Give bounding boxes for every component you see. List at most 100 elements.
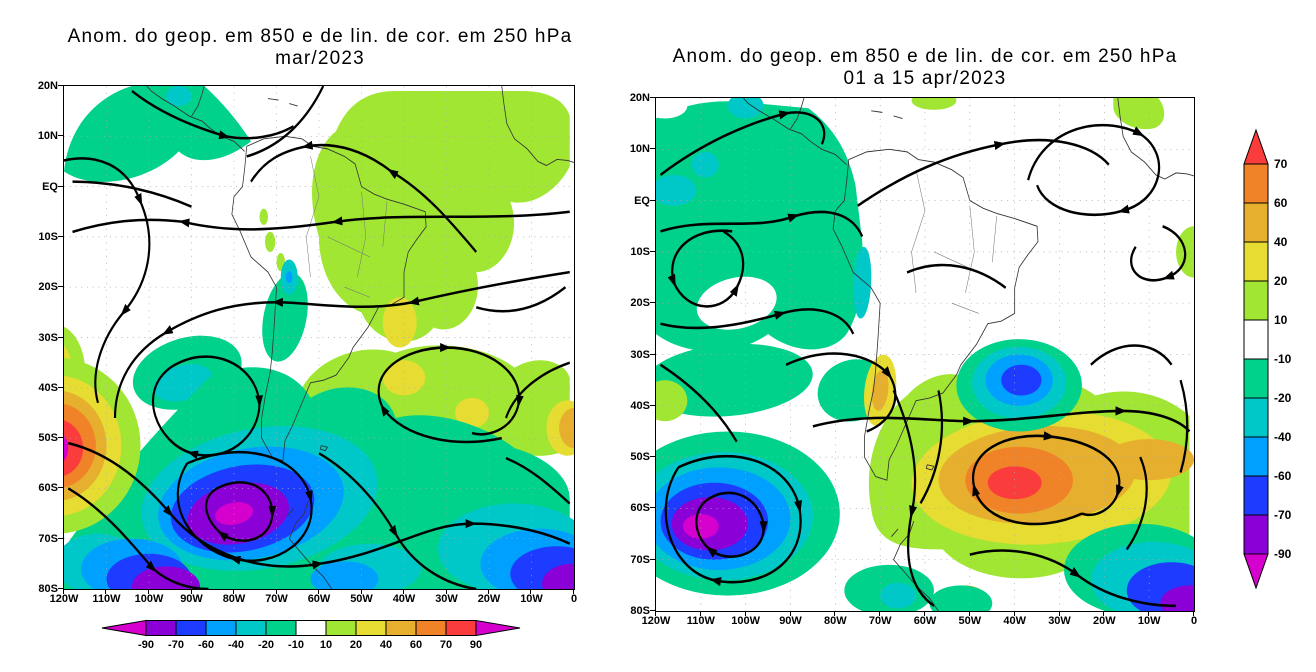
lon-tick <box>789 611 791 616</box>
lon-tick-label: 10W <box>520 593 543 605</box>
vcolorbar-label: -20 <box>1274 391 1292 405</box>
vcolorbar-label: -90 <box>1274 547 1292 561</box>
lon-tick-label: 100W <box>134 593 164 605</box>
lat-tick-label: 20N <box>629 92 650 104</box>
lon-tick-label: 20W <box>1093 615 1116 627</box>
vcolorbar-label: 40 <box>1274 235 1288 249</box>
lon-tick <box>699 611 701 616</box>
hcolorbar-label: -70 <box>168 639 184 651</box>
lat-tick-label: 10N <box>629 143 650 156</box>
lon-tick-label: 110W <box>686 615 715 627</box>
lon-tick-label: 120W <box>641 615 671 627</box>
vcolorbar-label: -70 <box>1274 508 1292 522</box>
map-panel-left: 20N 10N EQ 10S 20S 30S 40S 50S 60S 70S 80S 120W 110W… <box>38 80 577 605</box>
lat-tick-label: 40S <box>630 399 650 412</box>
lon-tick-label: 0 <box>1190 615 1198 627</box>
hcolorbar-label: -20 <box>258 639 274 651</box>
lon-tick <box>105 589 107 594</box>
lon-tick-label: 80W <box>824 615 847 627</box>
lat-tick <box>58 487 63 489</box>
lon-tick-label: 70W <box>868 615 892 627</box>
hcolorbar-label: -40 <box>228 639 244 651</box>
lat-tick-label: 80S <box>630 605 650 617</box>
panel-right-title: Anom. do geop. em 850 e de lin. de cor. … <box>630 46 1220 90</box>
lon-tick <box>190 589 192 594</box>
map-left-svg <box>64 86 574 589</box>
lon-tick-label: 50W <box>350 593 373 605</box>
lon-tick-label: 110W <box>92 593 121 605</box>
lat-tick <box>58 286 63 288</box>
lat-tick <box>650 250 655 252</box>
vcolorbar-label: 70 <box>1274 157 1288 171</box>
vcolorbar-label: -40 <box>1274 430 1292 444</box>
lon-tick <box>1058 611 1060 616</box>
panel-left-title: Anom. do geop. em 850 e de lin. de cor. … <box>24 26 616 70</box>
lon-tick <box>63 589 64 594</box>
panel-left-title-line1: Anom. do geop. em 850 e de lin. de cor. … <box>67 26 573 47</box>
vcolorbar-label: 20 <box>1274 274 1288 288</box>
lon-tick-label: 0 <box>570 593 578 605</box>
lon-tick-label: 50W <box>958 615 982 627</box>
lat-tick-label: EQ <box>42 180 58 193</box>
lat-tick <box>58 437 63 439</box>
lon-tick <box>968 611 970 616</box>
lat-tick <box>58 588 63 589</box>
lon-tick <box>360 589 362 594</box>
lon-tick-label: 40W <box>1003 615 1026 627</box>
lat-tick-label: EQ <box>634 194 650 207</box>
lat-tick <box>650 610 655 611</box>
lat-tick <box>650 507 655 509</box>
lat-tick-label: 20S <box>38 281 58 294</box>
hcolorbar-label: -10 <box>288 639 304 651</box>
lat-tick-label: 20N <box>37 80 58 92</box>
lon-tick <box>655 611 656 616</box>
colorbar-horizontal: -90 -70 -60 -40 -20 -10 10 20 40 60 70 90 <box>101 619 521 651</box>
lon-tick-label: 80W <box>222 593 246 605</box>
vcolorbar-label: -10 <box>1274 352 1292 366</box>
lon-tick <box>488 589 489 594</box>
lat-tick <box>58 135 63 137</box>
lon-tick <box>530 589 532 594</box>
lat-tick-label: 70S <box>630 553 650 566</box>
lon-tick <box>147 589 149 594</box>
lon-tick-label: 90W <box>180 593 203 605</box>
lat-tick-label: 50S <box>38 432 58 445</box>
vcolorbar-label: -60 <box>1274 469 1292 483</box>
lon-tick-label: 30W <box>435 593 458 605</box>
lon-tick <box>744 611 746 616</box>
map-right-svg <box>656 98 1194 611</box>
lat-tick-label: 30S <box>630 348 650 361</box>
lat-tick <box>58 235 63 237</box>
lon-tick <box>1103 611 1105 616</box>
lon-tick <box>573 589 574 594</box>
lon-tick <box>879 611 881 616</box>
lat-tick-label: 10S <box>630 245 650 258</box>
lat-tick-label: 10S <box>38 230 58 243</box>
hcolorbar-label: 90 <box>470 639 482 651</box>
lon-tick <box>232 589 234 594</box>
map-panel-right: 20N 10N EQ 10S 20S 30S 40S 50S 60S 70S 80S 120W 110W… <box>630 92 1197 627</box>
lat-tick <box>650 302 655 304</box>
hcolorbar-label: 70 <box>440 639 452 651</box>
vcolorbar-label: 60 <box>1274 196 1288 210</box>
lat-tick <box>650 199 655 201</box>
colorbar-vertical: 70 60 40 20 10 -10 -20 -40 -60 -70 -90 <box>1243 128 1292 590</box>
lon-tick-label: 90W <box>779 615 802 627</box>
lon-tick-label: 120W <box>49 593 79 605</box>
lon-tick-label: 100W <box>731 615 761 627</box>
lon-tick-label: 10W <box>1137 615 1161 627</box>
lon-tick <box>924 611 925 616</box>
lon-tick-label: 40W <box>392 593 416 605</box>
lon-tick <box>1148 611 1150 616</box>
lon-tick-label: 20W <box>477 593 501 605</box>
lat-tick-label: 60S <box>38 482 58 495</box>
lon-tick <box>445 589 447 594</box>
lat-tick-label: 60S <box>630 502 650 515</box>
lat-tick <box>650 97 655 98</box>
hcolorbar-label: 60 <box>410 639 422 651</box>
lat-tick <box>58 185 63 187</box>
lat-tick-label: 10N <box>37 130 58 143</box>
panel-right-title-line2: 01 a 15 apr/2023 <box>843 68 1007 89</box>
lat-tick <box>58 336 63 338</box>
hcolorbar-label: -90 <box>138 639 154 651</box>
